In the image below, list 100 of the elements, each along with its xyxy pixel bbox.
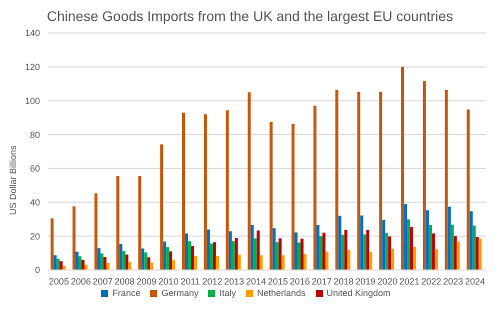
bar [204,114,207,270]
x-tick-label: 2023 [443,276,464,286]
y-tick-label: 60 [30,164,40,174]
bar [456,242,460,270]
bar [369,252,372,270]
x-tick-label: 2016 [290,276,310,286]
bar [60,261,63,270]
bar [391,248,394,270]
x-tick-label: 2009 [136,276,157,286]
bar [191,246,194,270]
bar [410,227,414,270]
bar [206,230,210,270]
bar [216,256,219,270]
y-tick-label: 0 [34,265,40,276]
bar [282,255,285,270]
x-tick-label: 2006 [70,276,91,286]
bar [357,92,360,270]
y-tick-label: 100 [24,96,40,106]
bar [388,236,392,270]
bar [72,206,76,270]
x-tick-label: 2012 [202,276,222,286]
bar [335,90,338,270]
bar [212,242,216,270]
chart-title: Chinese Goods Imports from the UK and the largest EU countries [46,8,454,24]
legend-label: Netherlands [256,288,306,298]
bar [325,252,328,270]
bar [382,220,386,270]
bar [470,211,473,270]
bar [125,254,128,270]
bar [232,241,235,270]
bar [272,228,276,270]
bar [160,144,164,270]
bar [56,258,60,270]
bar [106,262,110,270]
x-tick-label: 2022 [421,276,442,286]
bar [138,176,142,270]
bar [182,112,186,270]
bar [50,218,54,270]
bar [278,238,282,270]
bar [478,238,482,270]
y-tick-label: 140 [24,28,40,38]
bar [78,256,82,270]
bar [432,233,435,270]
bar [363,234,366,270]
bar [150,262,154,270]
x-tick-label: 2007 [92,276,113,286]
bar [276,242,279,270]
bar [422,81,426,270]
bar [385,233,388,270]
y-axis-title: US Dollar Billions [8,145,18,215]
bar [188,241,192,270]
bar [472,226,476,270]
bar [298,242,301,270]
bar [82,260,85,270]
bar [448,206,451,270]
bar [94,193,98,270]
x-tick-label: 2011 [180,276,200,286]
bar [292,124,295,270]
bar [316,224,320,270]
x-tick-label: 2020 [377,276,398,286]
bar [210,244,213,270]
bar [444,90,448,270]
bar [300,238,304,270]
bar [366,230,370,270]
bar [360,215,364,270]
bar [228,231,232,270]
bar [347,250,350,270]
bar [319,236,322,270]
x-tick-label: 2010 [158,276,178,286]
bar [404,204,408,270]
bar [103,256,106,270]
y-tick-label: 20 [30,231,40,242]
x-tick-label: 2021 [399,276,420,286]
bar [76,252,79,270]
bar [341,234,344,270]
bar [426,210,429,270]
bar [476,236,479,270]
x-tick-label: 2024 [465,276,486,286]
bar [248,92,251,270]
bar [166,247,170,270]
bar [434,249,438,270]
bar [147,257,150,270]
bar [119,244,122,270]
legend-label: Germany [161,288,198,298]
legend-label: France [112,288,140,298]
bar [313,106,316,270]
bar [379,92,382,270]
bar [100,253,104,270]
bar [322,232,326,270]
bar [128,262,132,270]
bar [97,248,100,270]
bar [413,246,416,270]
x-tick-label: 2013 [224,276,244,286]
y-tick-label: 40 [30,197,40,208]
bar [122,251,126,270]
bar [116,176,120,270]
bar [238,254,241,270]
bar [270,122,273,270]
x-tick-label: 2008 [114,276,135,286]
bar [466,110,470,270]
